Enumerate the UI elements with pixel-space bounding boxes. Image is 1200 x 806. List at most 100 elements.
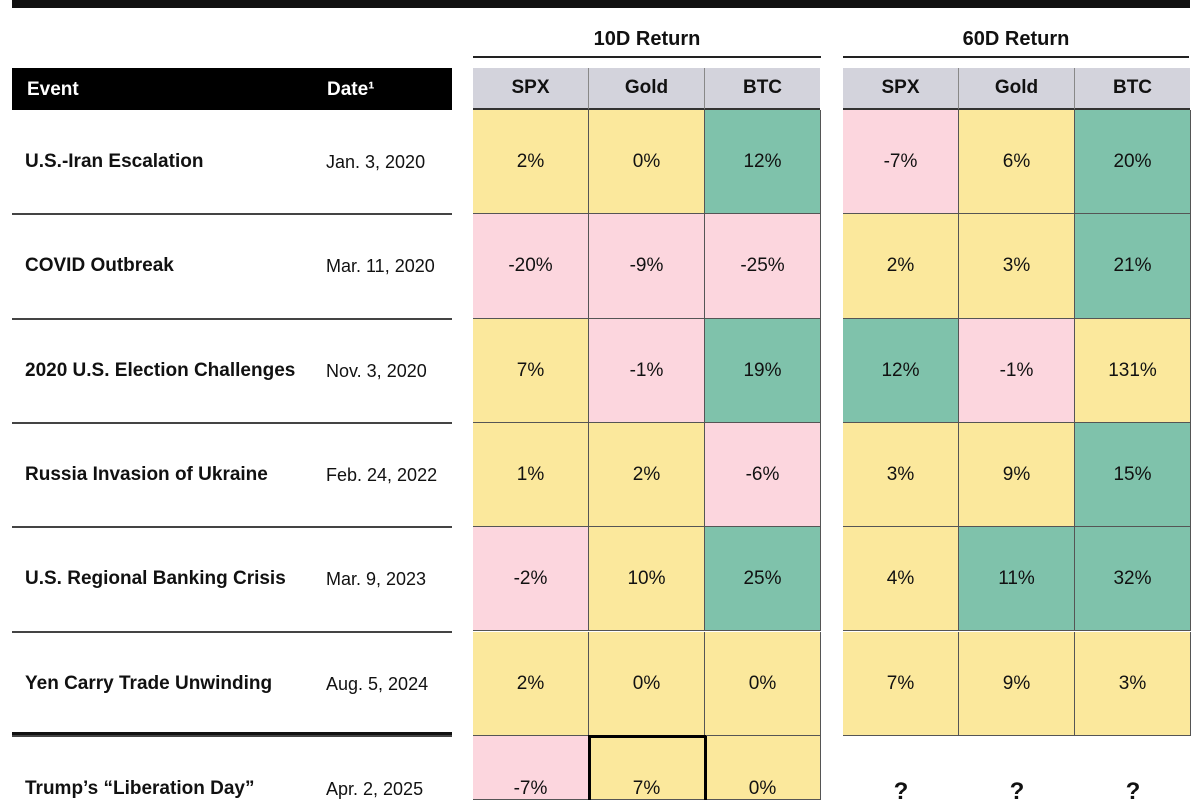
cell-value: -7%: [883, 151, 918, 173]
column-header: SPX: [843, 68, 959, 110]
data-cell: ?: [959, 735, 1075, 805]
cell-value: 2%: [516, 672, 545, 694]
data-cell: 10%: [589, 527, 705, 632]
cell-value: ?: [1009, 777, 1025, 805]
data-cell: -20%: [473, 214, 589, 319]
cell-value: 3%: [1118, 672, 1147, 694]
event-label: Russia Invasion of Ukraine: [25, 464, 268, 486]
data-cell: 9%: [959, 422, 1075, 528]
data-cell: 3%: [959, 214, 1075, 319]
data-cell: 0%: [589, 110, 705, 215]
data-cell: 7%: [473, 318, 589, 423]
cell-value: 0%: [748, 777, 777, 799]
data-cell: -6%: [705, 422, 821, 528]
cell-value: 3%: [1002, 255, 1031, 277]
data-cell: -1%: [959, 318, 1075, 423]
event-date: Apr. 2, 2025: [326, 778, 424, 799]
data-cell: 21%: [1075, 214, 1191, 319]
cell-value: 3%: [886, 464, 915, 486]
data-cell: 0%: [705, 631, 821, 736]
group-rule: [473, 56, 821, 58]
row-divider: [12, 734, 452, 737]
data-cell: -9%: [589, 214, 705, 319]
data-cell: 1%: [473, 422, 589, 528]
data-cell: 3%: [843, 422, 959, 528]
row-divider: [12, 630, 452, 633]
event-date: Nov. 3, 2020: [326, 360, 427, 381]
data-cell: 2%: [843, 214, 959, 319]
data-cell: 7%: [589, 735, 705, 800]
highlight-top: [588, 734, 706, 738]
data-cell: 6%: [959, 110, 1075, 215]
data-cell: 2%: [473, 631, 589, 736]
data-cell: 11%: [959, 527, 1075, 632]
data-cell: -7%: [473, 735, 589, 800]
data-cell: ?: [1075, 735, 1191, 805]
data-cell: 0%: [589, 631, 705, 736]
event-label: COVID Outbreak: [25, 255, 174, 277]
group-rule: [843, 56, 1189, 58]
data-cell: 2%: [473, 110, 589, 215]
event-date: Feb. 24, 2022: [326, 465, 438, 486]
cell-value: 2%: [886, 255, 915, 277]
cell-value: 7%: [516, 359, 545, 381]
row-divider: [12, 526, 452, 529]
cell-value: 21%: [1113, 255, 1152, 277]
cell-value: 10%: [627, 568, 666, 590]
data-cell: -25%: [705, 214, 821, 319]
group-title: 60D Return: [962, 28, 1070, 50]
data-cell: -7%: [843, 110, 959, 215]
event-date-header: Event Date¹: [12, 68, 452, 110]
event-label: U.S.-Iran Escalation: [25, 151, 204, 173]
data-cell: 20%: [1075, 110, 1191, 215]
cell-value: -2%: [513, 568, 548, 590]
event-date: Mar. 9, 2023: [326, 569, 427, 590]
cell-value: ?: [1125, 777, 1141, 805]
data-cell: ?: [843, 735, 959, 805]
top-rule: [12, 0, 1190, 8]
data-cell: 15%: [1075, 422, 1191, 528]
cell-value: -1%: [999, 359, 1034, 381]
cell-value: 32%: [1113, 568, 1152, 590]
event-header: Event: [27, 79, 79, 100]
event-date: Mar. 11, 2020: [326, 256, 435, 277]
cell-value: ?: [893, 777, 909, 805]
column-header: SPX: [473, 68, 589, 110]
event-date: Aug. 5, 2024: [326, 673, 429, 694]
data-cell: 2%: [589, 422, 705, 528]
data-cell: 4%: [843, 527, 959, 632]
cell-value: 2%: [632, 464, 661, 486]
row-divider: [12, 213, 452, 216]
cell-value: 0%: [632, 672, 661, 694]
data-cell: 0%: [705, 735, 821, 800]
data-cell: 25%: [705, 527, 821, 632]
cell-value: -25%: [740, 255, 785, 277]
column-header: BTC: [705, 68, 820, 110]
event-label: U.S. Regional Banking Crisis: [25, 568, 286, 590]
group-title: 10D Return: [593, 28, 701, 50]
cell-value: -6%: [745, 464, 780, 486]
cell-value: 7%: [886, 672, 915, 694]
data-cell: 3%: [1075, 631, 1191, 736]
cell-value: 4%: [886, 568, 915, 590]
data-cell: -2%: [473, 527, 589, 632]
cell-value: 131%: [1108, 359, 1157, 381]
data-cell: 131%: [1075, 318, 1191, 423]
column-header: Gold: [959, 68, 1075, 110]
row-divider: [12, 421, 452, 424]
cell-value: -20%: [508, 255, 553, 277]
cell-value: 11%: [998, 568, 1035, 590]
cell-value: -7%: [513, 777, 548, 799]
data-cell: 19%: [705, 318, 821, 423]
event-label: Trump’s “Liberation Day”: [25, 777, 255, 799]
data-cell: 7%: [843, 631, 959, 736]
cell-value: 20%: [1113, 151, 1152, 173]
cell-value: 9%: [1002, 464, 1031, 486]
cell-value: -1%: [629, 359, 664, 381]
event-date: Jan. 3, 2020: [326, 152, 426, 173]
highlight-left: [588, 735, 591, 800]
cell-value: 1%: [516, 464, 545, 486]
data-cell: 9%: [959, 631, 1075, 736]
data-cell: 12%: [705, 110, 821, 215]
cell-value: 12%: [881, 359, 920, 381]
